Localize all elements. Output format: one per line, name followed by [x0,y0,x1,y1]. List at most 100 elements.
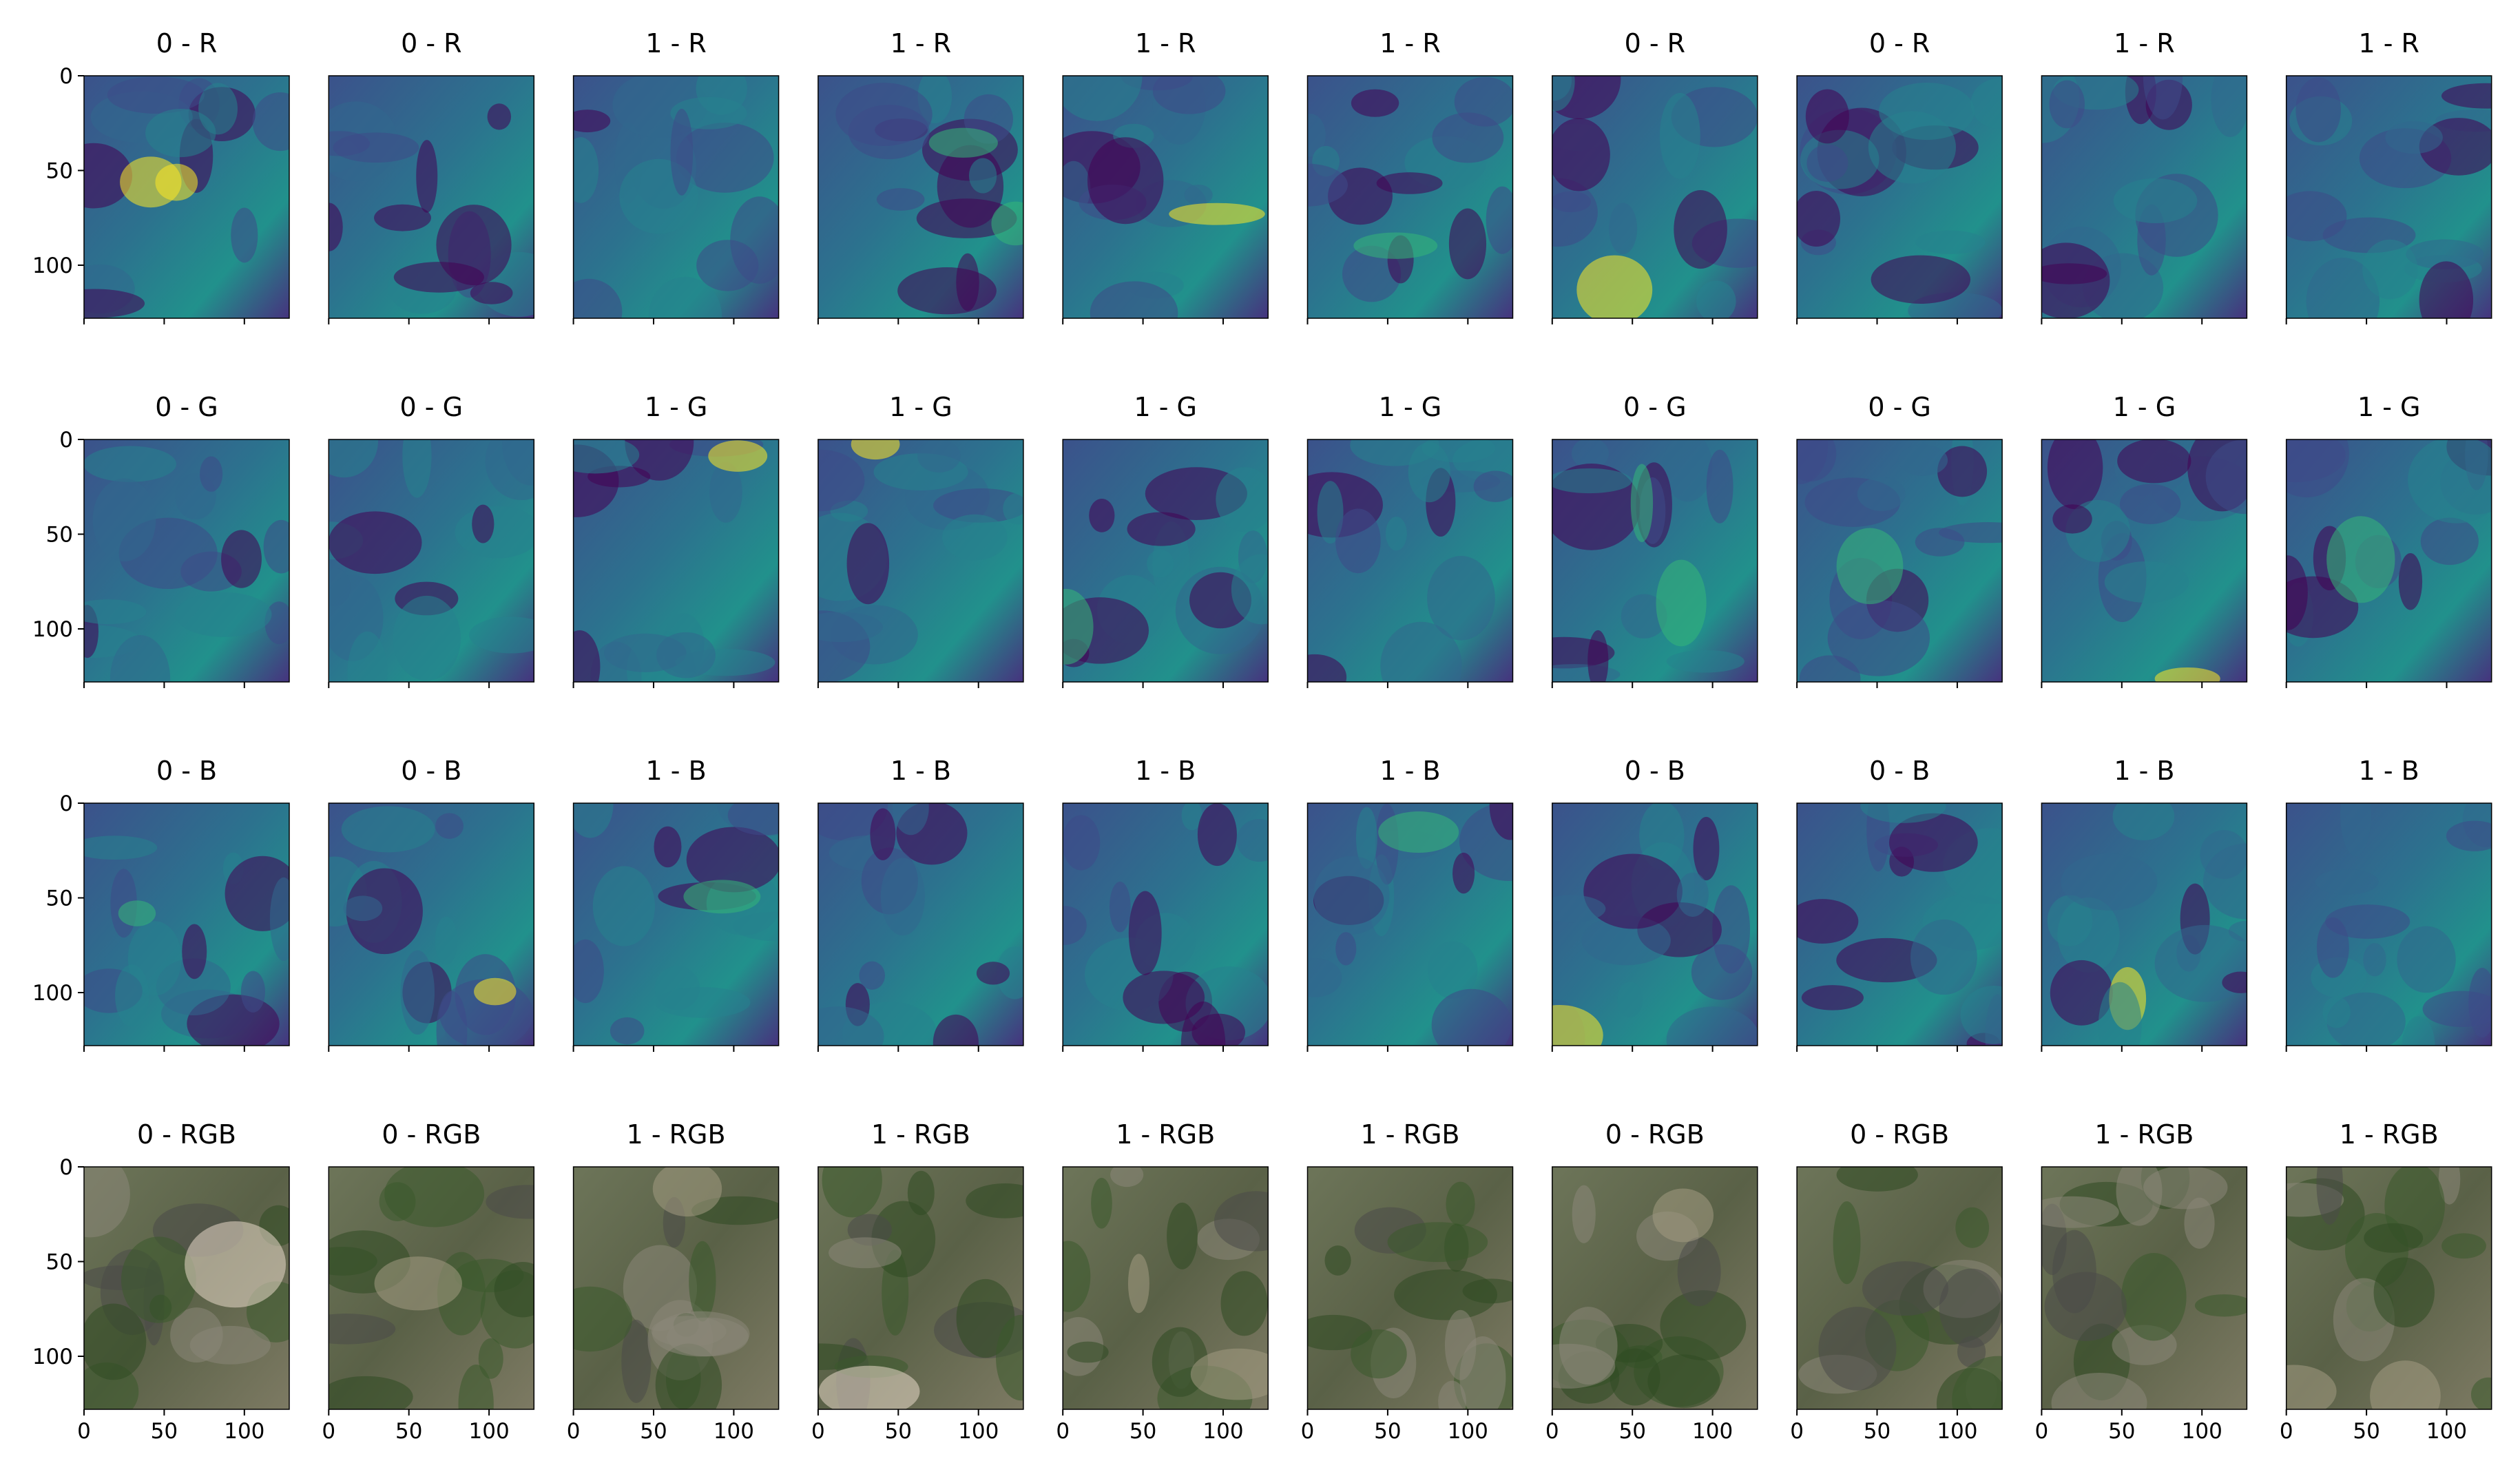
subplot-title: 0 - G [400,392,464,422]
image-texture [1797,439,2003,682]
image-blob [393,262,484,293]
image-blob [667,1317,749,1357]
image-blob [374,204,431,231]
image-blob [1387,1222,1488,1263]
image-blob [829,1237,902,1269]
image-blob [1939,522,2003,543]
subplot: 0 - G [1796,392,2003,688]
image-blob [654,826,682,868]
image-blob [1351,1329,1407,1379]
image-blob [231,207,258,263]
subplot-title: 1 - RGB [627,1119,726,1150]
subplot: 1 - G [1062,392,1269,688]
subplot-title: 0 - B [401,756,461,786]
image-texture [2311,803,2492,1046]
x-tick-label: 50 [885,1419,912,1444]
x-tick-label: 100 [1448,1419,1488,1444]
image-texture [1552,1185,1747,1409]
image-blob [2397,926,2456,993]
image-blob [374,1256,462,1311]
image-texture [84,446,289,682]
image-texture [1307,76,1513,302]
image-blob [1342,245,1402,302]
image-texture [2041,76,2247,318]
image-blob [835,83,933,147]
image-blob [686,827,779,893]
image-blob [2402,1016,2435,1046]
x-tick-label: 0 [567,1419,581,1444]
subplot-title: 0 - RGB [137,1119,236,1150]
axes-frame [1796,75,2003,319]
axes-frame [1796,439,2003,683]
image-blob [84,599,147,625]
image-blob [343,895,383,922]
image-blob [1910,919,1977,995]
image-blob [472,504,494,543]
image-blob [893,803,929,836]
axes-frame [328,439,535,683]
image-blob [2441,1233,2486,1259]
image-blob [1462,1278,1513,1304]
subplot: 1 - B [572,756,780,1052]
axes-frame [818,802,1024,1046]
image-blob [610,1017,645,1045]
image-blob [416,140,438,213]
image-blob [942,514,1008,561]
image-texture [329,439,534,682]
y-tick-label: 50 [46,887,73,911]
image-blob [1866,803,1890,872]
subplot: 1 - R [2041,28,2248,324]
image-blob [2364,1223,2424,1253]
subplot: 1 - R [2285,28,2492,324]
axes-frame [1306,1166,1514,1410]
y-tick-label: 0 [59,428,73,453]
image-blob [494,1262,534,1318]
y-tick-label: 50 [46,159,73,184]
image-blob [2419,261,2474,318]
subplot-title: 0 - RGB [382,1119,481,1150]
image-blob [2470,1377,2492,1409]
x-tick-label: 0 [1056,1419,1070,1444]
image-blob [1656,559,1707,647]
axes-frame [1552,439,1758,683]
subplot-title: 1 - RGB [1116,1119,1215,1150]
x-tick-label: 50 [1129,1419,1156,1444]
subplot-title: 1 - G [889,392,952,422]
x-tick-label: 50 [1374,1419,1401,1444]
image-blob [1674,189,1727,269]
y-tick-label: 100 [32,1345,73,1369]
image-blob [1489,803,1513,840]
image-blob [1448,208,1487,280]
axes-frame [2041,1166,2248,1410]
image-texture [2286,1167,2492,1409]
image-texture [573,76,779,318]
image-blob [110,635,171,682]
subplot: 0 - RGB 0 50 100 [1790,1119,2003,1444]
image-blob [2325,904,2410,939]
image-blob [84,446,177,482]
image-texture [1552,803,1758,1046]
image-blob [1307,114,1326,157]
image-texture [1307,1181,1513,1409]
image-blob [1552,895,1606,923]
image-blob [933,488,1023,523]
subplot-title: 1 - RGB [871,1119,970,1150]
image-blob [2446,820,2492,851]
image-blob [1676,872,1709,917]
image-blob [1827,600,1930,676]
image-blob [709,462,742,523]
image-blob [917,439,961,473]
image-blob [2041,1196,2119,1228]
image-blob [966,1183,1023,1219]
axes-frame [572,802,780,1046]
image-texture [1063,76,1265,318]
image-texture [1552,76,1758,318]
image-blob [1960,985,2003,1044]
image-blob [1091,1177,1112,1229]
x-tick-label: 0 [77,1419,91,1444]
image-blob [1351,89,1399,117]
x-tick-label: 50 [395,1419,422,1444]
image-blob [1693,816,1720,881]
image-blob [341,806,435,853]
